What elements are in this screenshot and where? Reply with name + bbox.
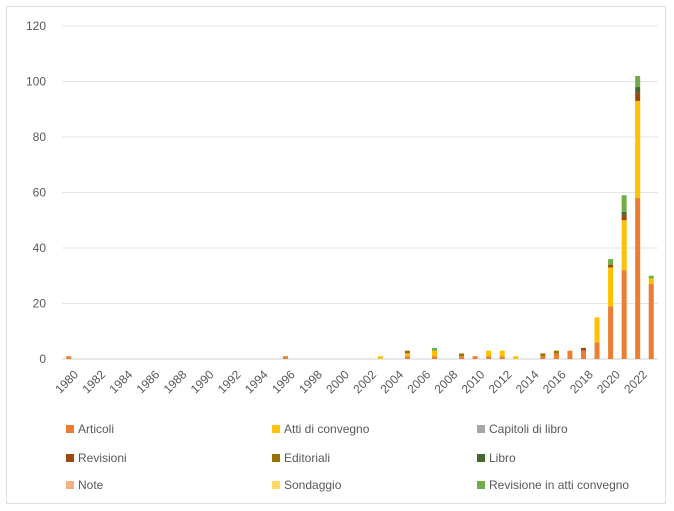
legend-swatch [66,481,74,489]
legend-swatch [477,481,485,489]
chart-frame [6,6,666,504]
bar-segment [486,356,492,359]
y-tick-label: 0 [39,352,46,366]
bar-segment [66,356,72,359]
bar-segment [621,270,627,359]
x-tick-label: 2018 [567,367,596,396]
bar-segment [567,350,573,359]
bar-segment [472,356,478,359]
bar-segment [432,356,437,359]
bar-segment [635,87,641,93]
bar-segment [499,356,505,359]
legend-swatch [272,425,280,433]
legend-label: Note [78,478,104,492]
x-tick-label: 2014 [513,367,542,396]
x-tick-label: 2020 [594,367,623,396]
y-tick-label: 120 [26,19,46,33]
bar-segment [635,198,641,359]
bar-segment [486,350,492,357]
bar-segment [621,214,627,221]
bar-segment [648,284,654,359]
legend-swatch [477,454,485,462]
legend-swatch [272,481,280,489]
bar-segment [404,350,410,354]
bar-segment [432,347,437,351]
x-tick-label: 1984 [107,367,136,396]
legend-label: Sondaggio [284,478,342,492]
bar-segment [608,259,614,265]
x-tick-label: 2008 [432,367,461,396]
x-tick-label: 2010 [459,367,488,396]
legend-label: Editoriali [284,451,330,465]
bar-segment [608,264,614,268]
bar-segment [621,195,627,212]
bar-segment [594,317,600,343]
bar-segment [432,350,437,357]
bar-segment [459,356,465,359]
x-tick-label: 2022 [621,367,650,396]
x-tick-label: 1996 [269,367,298,396]
legend-label: Libro [489,451,516,465]
x-tick-label: 1988 [161,367,190,396]
y-axis-tick-labels: 0 20 40 60 80 100 120 [26,19,46,366]
bar-segment [540,356,546,359]
bar-segment [635,92,641,101]
legend-label: Articoli [78,422,114,436]
bar-segment [377,356,383,359]
bar-segment [621,220,627,271]
x-tick-label: 2016 [540,367,569,396]
bar-segment [540,353,546,357]
bar-segment [621,211,627,215]
y-tick-label: 60 [33,186,47,200]
legend-swatch [66,425,74,433]
legend-swatch [66,454,74,462]
bar-segment [459,353,465,357]
x-tick-label: 2004 [377,367,406,396]
bars [66,75,654,359]
legend-label: Revisione in atti convegno [489,478,629,492]
bar-segment [553,353,559,359]
legend-swatch [477,425,485,433]
legend: Articoli Atti di convegno Capitoli di libr… [66,422,629,492]
legend-label: Capitoli di libro [489,422,568,436]
x-axis-tick-labels: 1980198219841986198819901992199419961998… [52,367,650,396]
x-tick-label: 1980 [52,367,81,396]
x-tick-label: 2002 [350,367,379,396]
y-tick-label: 20 [33,297,47,311]
y-tick-label: 100 [26,75,46,89]
y-tick-label: 80 [33,130,47,144]
x-tick-label: 1982 [79,367,108,396]
bar-segment [635,100,641,199]
bar-segment [581,347,586,351]
bar-segment [553,350,559,354]
bar-segment [581,350,586,359]
bar-segment [648,275,654,279]
y-tick-label: 40 [33,241,47,255]
bar-segment [648,278,654,285]
legend-swatch [272,454,280,462]
bar-segment [404,353,410,357]
gridlines [62,25,658,360]
bar-segment [513,356,519,359]
bar-segment [635,75,641,88]
bar-segment [608,306,614,359]
x-tick-label: 1998 [296,367,325,396]
legend-label: Atti di convegno [284,422,370,436]
bar-segment [594,342,600,359]
x-tick-label: 1990 [188,367,217,396]
bar-segment [499,350,505,357]
x-tick-label: 2000 [323,367,352,396]
x-tick-label: 1994 [242,367,271,396]
x-tick-label: 2012 [486,367,515,396]
bar-segment [608,267,614,307]
bar-segment [283,356,288,359]
x-tick-label: 2006 [405,367,434,396]
x-tick-label: 1986 [134,367,163,396]
bar-segment [404,356,410,359]
legend-label: Revisioni [78,451,127,465]
x-tick-label: 1992 [215,367,244,396]
